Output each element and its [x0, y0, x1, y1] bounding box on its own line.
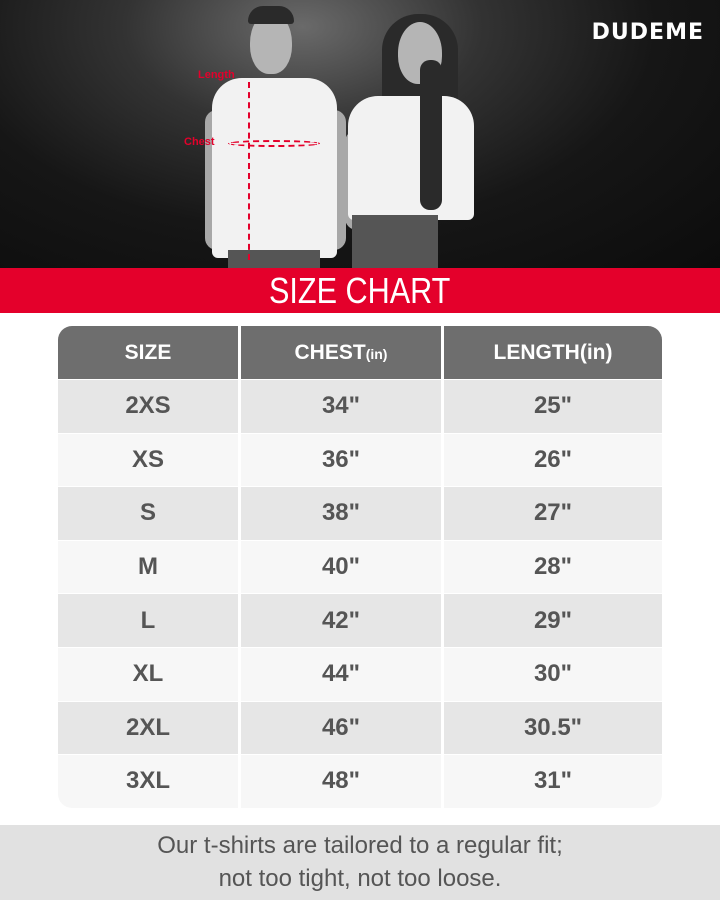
chest-measure-line: [228, 140, 320, 147]
chest-label: Chest: [184, 136, 215, 148]
cell-chest: 44": [238, 646, 441, 701]
cell-chest: 36": [238, 432, 441, 487]
cell-length: 31": [441, 754, 662, 808]
cell-size: XL: [58, 646, 238, 701]
cell-chest: 42": [238, 593, 441, 647]
cell-size: XS: [58, 432, 238, 487]
cell-size: 3XL: [58, 754, 238, 808]
table-row: 2XL 46" 30.5": [58, 700, 662, 755]
cell-length: 27": [441, 486, 662, 540]
cell-length: 29": [441, 593, 662, 647]
table-row: M 40" 28": [58, 539, 662, 594]
cell-chest: 38": [238, 486, 441, 540]
header-chest: CHEST(in): [238, 326, 441, 379]
size-table: SIZE CHEST(in) LENGTH(in) 2XS 34" 25" XS 36"…: [58, 326, 662, 808]
header-size: SIZE: [58, 326, 238, 379]
header-length: LENGTH(in): [441, 326, 662, 379]
cell-size: M: [58, 539, 238, 594]
cell-size: S: [58, 486, 238, 540]
cell-chest: 48": [238, 754, 441, 808]
table-row: XS 36" 26": [58, 432, 662, 487]
fit-note: Our t-shirts are tailored to a regular f…: [0, 825, 720, 900]
hero-photo: Length Chest DUDEME: [0, 0, 720, 268]
cell-size: 2XS: [58, 379, 238, 433]
cell-size: L: [58, 593, 238, 647]
brand-logo: DUDEME: [591, 20, 704, 45]
fit-note-line-1: Our t-shirts are tailored to a regular f…: [157, 832, 563, 859]
cell-length: 25": [441, 379, 662, 433]
fit-note-line-2: not too tight, not too loose.: [218, 865, 502, 892]
title-banner: SIZE CHART: [0, 268, 720, 313]
cell-length: 28": [441, 539, 662, 594]
cell-chest: 40": [238, 539, 441, 594]
cell-chest: 46": [238, 700, 441, 755]
table-row: 2XS 34" 25": [58, 379, 662, 433]
cell-size: 2XL: [58, 700, 238, 755]
cell-length: 26": [441, 432, 662, 487]
table-header-row: SIZE CHEST(in) LENGTH(in): [58, 326, 662, 379]
cell-length: 30": [441, 646, 662, 701]
table-row: XL 44" 30": [58, 646, 662, 701]
table-row: 3XL 48" 31": [58, 754, 662, 808]
table-row: S 38" 27": [58, 486, 662, 540]
cell-chest: 34": [238, 379, 441, 433]
length-measure-line: [248, 82, 250, 260]
page-title: SIZE CHART: [269, 270, 451, 311]
length-label: Length: [198, 69, 235, 81]
cell-length: 30.5": [441, 700, 662, 755]
table-row: L 42" 29": [58, 593, 662, 647]
